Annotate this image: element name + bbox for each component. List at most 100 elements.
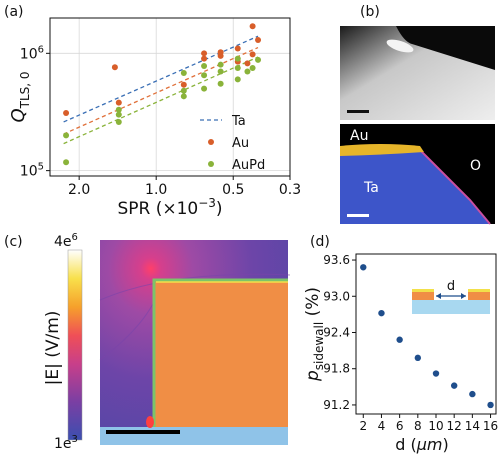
point-au [255, 36, 262, 43]
point-aupd [201, 62, 208, 69]
y-tick-label: 91.8 [323, 362, 350, 376]
x-axis-label-d: d (μm) [395, 435, 449, 454]
point-aupd [255, 56, 262, 63]
x-tick-label: 12 [447, 419, 462, 433]
inset-schematic: d [412, 279, 490, 314]
x-tick-label: 8 [414, 419, 422, 433]
point-au [234, 45, 241, 52]
point-au [217, 49, 224, 56]
metal-region [154, 280, 288, 427]
y-axis-label-a: QTLS, 0 [8, 71, 32, 122]
point-d [378, 309, 385, 317]
point-au [63, 109, 70, 116]
point-aupd [63, 132, 70, 139]
point-aupd [234, 55, 241, 62]
legend-au-label: Au [232, 136, 249, 151]
x-tick-label: 1.0 [145, 182, 167, 198]
scale-bar-c [106, 430, 180, 434]
colorbar-min: 1e3 [54, 434, 78, 452]
fit-line [63, 35, 259, 123]
point-aupd [115, 106, 122, 113]
fit-line [63, 56, 259, 145]
point-aupd [201, 72, 208, 79]
point-au [180, 81, 187, 88]
label-o: O [470, 158, 481, 174]
field-map [99, 240, 291, 445]
point-au [201, 50, 208, 57]
point-d [469, 390, 476, 398]
inset-arrowhead-left [436, 293, 441, 299]
point-au [244, 60, 251, 67]
point-aupd [234, 64, 241, 71]
inset-metal-right [468, 292, 490, 300]
y-tick-label: 93.6 [323, 253, 350, 267]
point-d [360, 264, 367, 271]
inset-label: d [447, 279, 455, 294]
legend-aupd-label: AuPd [232, 158, 265, 173]
inset-arrowhead-right [461, 293, 466, 299]
colorbar: 4e6 1e3 |E| (V/m) [43, 232, 83, 452]
point-aupd [217, 61, 224, 68]
point-aupd [249, 64, 256, 71]
point-au [115, 99, 122, 106]
x-tick-label: 2.0 [68, 182, 90, 198]
scale-bar-bottom [347, 214, 369, 217]
inset-substrate [412, 300, 490, 314]
plot-frame-d [355, 253, 497, 415]
panel-label-a: (a) [4, 4, 24, 20]
point-au [201, 55, 208, 62]
colorbar-label: |E| (V/m) [43, 311, 63, 386]
label-au: Au [350, 128, 368, 144]
y-tick-label: 93.0 [323, 289, 350, 303]
point-d [396, 336, 403, 343]
x-tick-label: 0.3 [279, 182, 301, 198]
y-tick-label: 92.4 [323, 325, 350, 339]
legend-ta-label: Ta [231, 114, 246, 129]
legend-a: Ta Au AuPd [200, 114, 265, 173]
panel-label-b: (b) [360, 4, 380, 20]
inset-metal-left [412, 292, 434, 300]
substrate-region [100, 427, 288, 445]
point-aupd [115, 118, 122, 125]
point-aupd [115, 111, 122, 118]
x-tick-label: 4 [378, 419, 386, 433]
point-aupd [180, 69, 187, 76]
point-aupd [234, 76, 241, 83]
y-axis-label-d: psidewall (%) [303, 287, 326, 382]
point-au [111, 64, 118, 71]
scale-bar-top [347, 110, 369, 113]
point-aupd [63, 159, 70, 166]
plot-frame-a [49, 17, 291, 177]
inset-film-left [412, 289, 434, 292]
chart-d: 2 4 6 8 10 12 14 16 93.6 93.0 92.4 91.8 91.2 d (μm) ps… [303, 253, 498, 454]
point-aupd [180, 93, 187, 100]
point-au [249, 51, 256, 58]
x-tick-label: 10 [428, 419, 443, 433]
point-au [249, 23, 256, 30]
point-aupd [244, 68, 251, 75]
panel-label-d: (d) [310, 234, 330, 250]
point-d [450, 382, 458, 389]
eds-image-bottom: Au Ta O [340, 124, 495, 225]
point-d [487, 401, 494, 409]
inset-film-right [468, 289, 490, 292]
y-tick-label: 91.2 [323, 398, 350, 412]
point-aupd [201, 85, 208, 92]
fit-line [63, 46, 259, 135]
y-tick-label: 106 [20, 44, 44, 62]
colorbar-max: 4e6 [54, 232, 78, 250]
x-tick-label: 2 [359, 419, 367, 433]
legend-aupd-swatch [208, 161, 214, 167]
x-tick-label: 14 [465, 419, 480, 433]
x-tick-label: 16 [483, 419, 498, 433]
label-ta: Ta [363, 180, 379, 196]
x-tick-label: 0.5 [222, 182, 244, 198]
y-tick-label: 105 [20, 162, 44, 180]
point-d [414, 354, 422, 362]
legend-au-swatch [208, 139, 214, 145]
x-axis-label-a: SPR (×10−3) [117, 196, 222, 219]
point-aupd [217, 80, 224, 87]
point-aupd [180, 87, 187, 94]
point-d [432, 370, 440, 377]
